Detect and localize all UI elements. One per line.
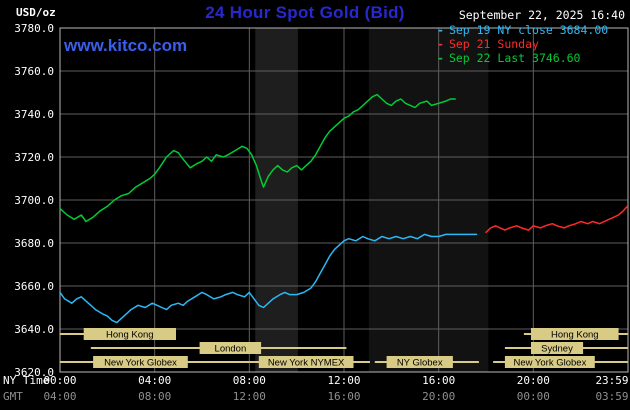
x-axis-tick: 04:00 [43, 390, 77, 403]
series-line-sep22 [59, 93, 456, 223]
session-label: Hong Kong [106, 330, 154, 341]
x-axis-label-ny: NY Time [3, 374, 50, 387]
x-axis-tick: 00:00 [43, 374, 77, 387]
page-title: 24 Hour Spot Gold (Bid) [205, 3, 405, 22]
y-axis-tick: 3740.0 [14, 108, 54, 121]
x-axis-gmt: GMT 04:00 08:00 12:00 16:00 20:00 00:00 03:59 [0, 390, 630, 403]
legend-item-sep22: - Sep 22 Last 3746.60 [437, 51, 608, 65]
x-axis-tick: 23:59 [595, 374, 629, 387]
plot-frame [59, 27, 629, 373]
legend-dash-icon: - [437, 37, 444, 51]
session-label: NY Globex [397, 358, 443, 369]
x-axis-tick: 04:00 [138, 374, 172, 387]
y-axis-units: USD/oz [16, 6, 56, 19]
session-label-box [531, 342, 584, 354]
kitco-watermark[interactable]: www.kitco.com [64, 36, 188, 55]
x-axis-tick: 20:00 [516, 374, 550, 387]
legend-item-sep21: - Sep 21 Sunday [437, 37, 608, 51]
series-line-sep19 [59, 233, 478, 324]
session-label: Hong Kong [551, 330, 599, 341]
session-label-box [93, 356, 188, 368]
x-axis-tick: 12:00 [232, 390, 266, 403]
session-label-box [83, 328, 176, 340]
session-label: New York Globex [513, 358, 586, 369]
session-label-box [258, 356, 354, 368]
legend-dash-icon: - [437, 51, 444, 65]
x-axis-ny: NY Time 00:00 04:00 08:00 12:00 16:00 20:00 23… [0, 374, 630, 387]
y-axis-tick: 3780.0 [14, 22, 54, 35]
chart-datetime: September 22, 2025 16:40 [458, 8, 625, 22]
legend-item-sep19: - Sep 19 NY close 3684.00 [437, 23, 608, 37]
session-label: Sydney [541, 344, 573, 355]
session-label-box [504, 356, 595, 368]
y-axis: 3780.0 3760.0 3740.0 3720.0 3700.0 3680.0 3660… [0, 0, 56, 410]
y-axis-tick: 3720.0 [14, 151, 54, 164]
y-axis-tick: 3660.0 [14, 280, 54, 293]
x-axis-tick: 16:00 [422, 374, 456, 387]
x-axis-tick: 20:00 [422, 390, 456, 403]
session-label: New York NYMEX [268, 358, 345, 369]
x-axis-label-gmt: GMT [3, 390, 23, 403]
session-label: London [215, 344, 247, 355]
x-axis-tick: 03:59 [595, 390, 629, 403]
y-axis-tick: 3760.0 [14, 65, 54, 78]
session-label-box [386, 356, 453, 368]
legend-dash-icon: - [437, 23, 444, 37]
x-axis-tick: 00:00 [516, 390, 550, 403]
session-label-box [531, 328, 619, 340]
y-axis-tick: 3640.0 [14, 323, 54, 336]
y-axis-tick: 3700.0 [14, 194, 54, 207]
y-axis-tick: 3680.0 [14, 237, 54, 250]
session-label-box [199, 342, 262, 354]
legend-label: Sep 21 Sunday [448, 37, 539, 51]
legend-label: Sep 22 Last 3746.60 [448, 51, 581, 65]
x-axis-tick: 12:00 [327, 374, 361, 387]
x-axis-tick: 08:00 [138, 390, 172, 403]
legend: - Sep 19 NY close 3684.00 - Sep 21 Sunday … [437, 23, 608, 65]
session-label: New York Globex [104, 358, 177, 369]
y-axis-tick: 3620.0 [14, 366, 54, 379]
legend-label: Sep 19 NY close 3684.00 [448, 23, 609, 37]
x-axis-tick: 08:00 [232, 374, 266, 387]
x-axis-tick: 16:00 [327, 390, 361, 403]
series-line-sep21 [485, 205, 629, 234]
